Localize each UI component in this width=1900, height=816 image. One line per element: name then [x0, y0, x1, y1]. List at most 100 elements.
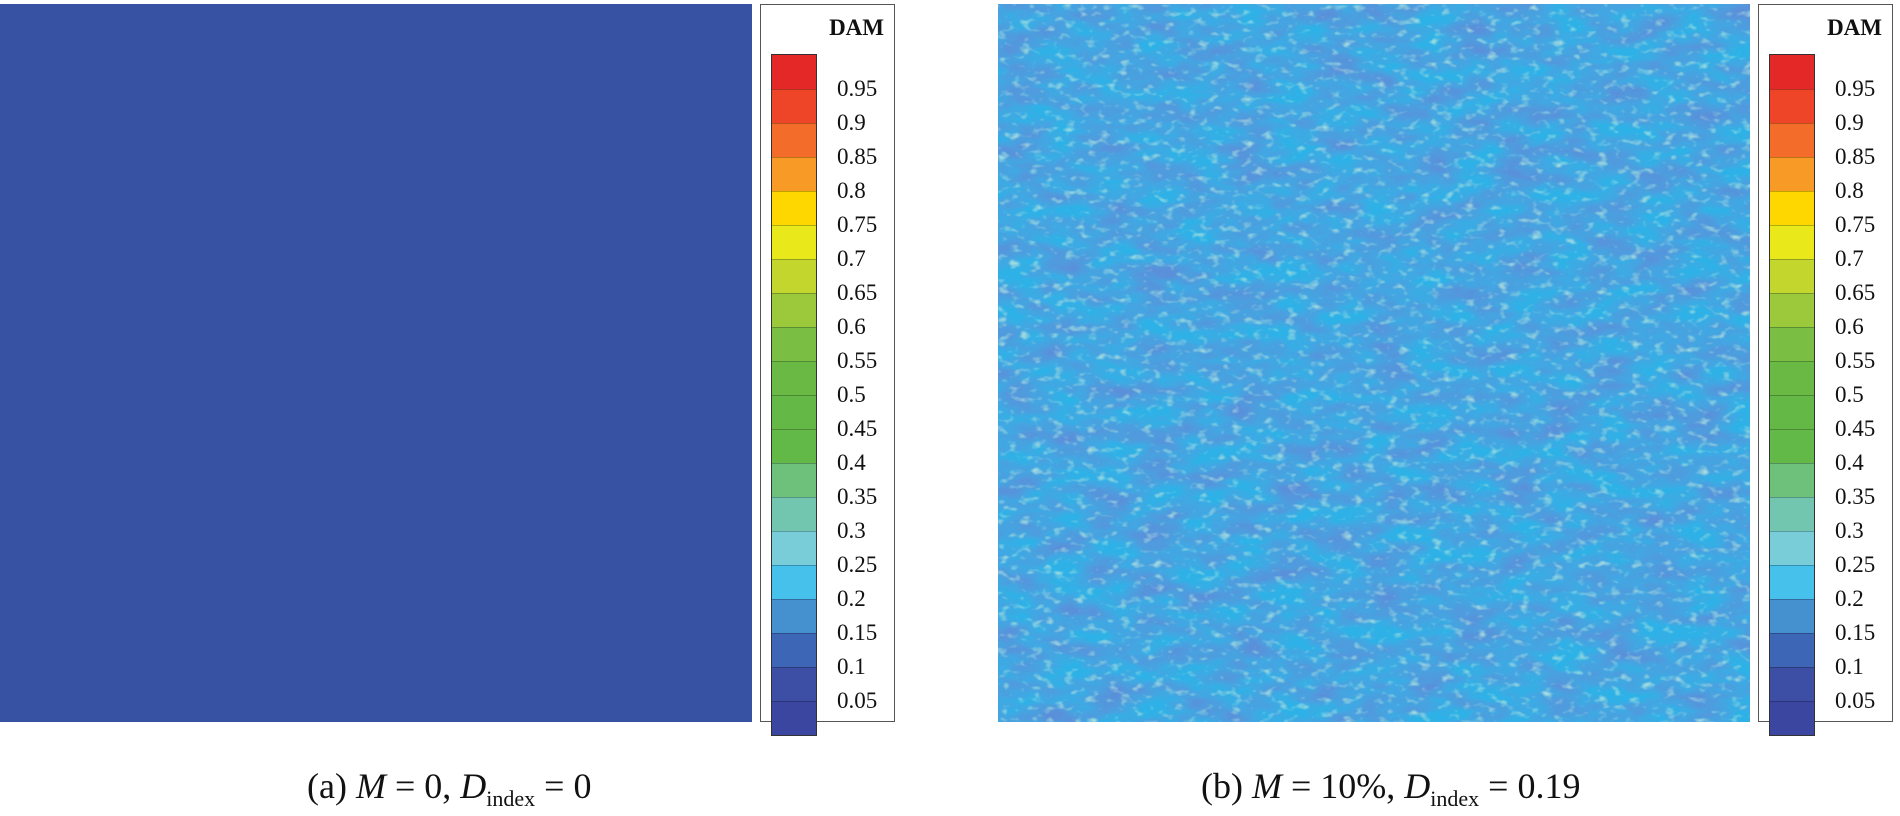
legend-color-band — [1770, 55, 1814, 89]
legend-color-band — [772, 327, 816, 361]
legend-title: DAM — [1827, 15, 1882, 40]
legend-color-band — [772, 157, 816, 191]
legend-color-band — [772, 361, 816, 395]
legend-color-band — [1770, 701, 1814, 735]
legend-color-band — [772, 123, 816, 157]
legend-tick-label: 0.95 — [1835, 76, 1876, 101]
legend-color-band — [1770, 89, 1814, 123]
legend-tick-label: 0.85 — [1835, 144, 1876, 169]
legend-tick-label: 0.4 — [837, 450, 866, 475]
legend-color-band — [1770, 395, 1814, 429]
legend-tick-label: 0.3 — [837, 518, 866, 543]
legend-tick-label: 0.6 — [837, 314, 866, 339]
legend-color-band — [1770, 463, 1814, 497]
legend-color-band — [772, 565, 816, 599]
legend-tick-label: 0.35 — [837, 484, 878, 509]
legend-color-band — [1770, 327, 1814, 361]
legend-color-bar — [771, 54, 817, 736]
legend-color-band — [772, 429, 816, 463]
legend-color-band — [772, 259, 816, 293]
legend-color-band — [1770, 633, 1814, 667]
legend-color-band — [772, 531, 816, 565]
legend-color-band — [1770, 123, 1814, 157]
legend-color-band — [1770, 157, 1814, 191]
legend-tick-label: 0.65 — [1835, 280, 1876, 305]
caption-eq-m: = 10%, — [1281, 766, 1405, 806]
legend-tick-label: 0.15 — [837, 620, 878, 645]
legend-tick-label: 0.45 — [837, 416, 878, 441]
caption-panel-a: (a) M = 0, Dindex = 0 — [307, 766, 592, 810]
legend-color-band — [772, 633, 816, 667]
legend-color-band — [1770, 293, 1814, 327]
legend-tick-label: 0.6 — [1835, 314, 1864, 339]
legend-tick-label: 0.25 — [837, 552, 878, 577]
legend-tick-label: 0.05 — [1835, 688, 1876, 713]
legend-color-band — [772, 599, 816, 633]
legend-color-band — [772, 225, 816, 259]
legend-color-band — [772, 55, 816, 89]
legend-color-band — [772, 191, 816, 225]
legend-tick-label: 0.8 — [837, 178, 866, 203]
damage-field-panel-a — [0, 4, 752, 722]
legend-color-band — [1770, 531, 1814, 565]
legend-tick-label: 0.5 — [837, 382, 866, 407]
caption-var-d: D — [460, 766, 487, 806]
damage-noise-texture — [998, 4, 1750, 722]
legend-color-band — [1770, 429, 1814, 463]
legend-tick-label: 0.45 — [1835, 416, 1876, 441]
legend-tick-label: 0.5 — [1835, 382, 1864, 407]
legend-panel-a: DAM 0.95 0.9 0.85 0.8 0.75 0.7 0.65 0.6 0.55 0.5 0… — [760, 4, 895, 736]
legend-color-band — [1770, 259, 1814, 293]
legend-tick-label: 0.85 — [837, 144, 878, 169]
legend-color-band — [772, 667, 816, 701]
legend-color-band — [1770, 497, 1814, 531]
legend-tick-label: 0.7 — [837, 246, 866, 271]
legend-title: DAM — [829, 15, 884, 40]
legend-tick-label: 0.25 — [1835, 552, 1876, 577]
legend-tick-label: 0.8 — [1835, 178, 1864, 203]
caption-label: (b) — [1201, 766, 1243, 806]
caption-label: (a) — [307, 766, 347, 806]
field-dark-patches — [998, 4, 1750, 722]
legend-color-band — [772, 395, 816, 429]
legend-tick-label: 0.95 — [837, 76, 878, 101]
legend-color-band — [1770, 191, 1814, 225]
legend-tick-label: 0.15 — [1835, 620, 1876, 645]
legend-tick-label: 0.9 — [837, 110, 866, 135]
caption-panel-b: (b) M = 10%, Dindex = 0.19 — [1201, 766, 1581, 810]
legend-tick-label: 0.55 — [837, 348, 878, 373]
legend-color-band — [772, 463, 816, 497]
legend-tick-label: 0.9 — [1835, 110, 1864, 135]
legend-tick-label: 0.4 — [1835, 450, 1864, 475]
legend-color-band — [772, 497, 816, 531]
legend-panel-b: DAM 0.95 0.9 0.85 0.8 0.75 0.7 0.65 0.6 0.55 0.5 0… — [1758, 4, 1893, 736]
caption-eq-m: = 0, — [385, 766, 461, 806]
legend-tick-label: 0.55 — [1835, 348, 1876, 373]
legend-color-band — [772, 293, 816, 327]
legend-color-band — [1770, 667, 1814, 701]
legend-tick-label: 0.35 — [1835, 484, 1876, 509]
legend-tick-label: 0.75 — [1835, 212, 1876, 237]
legend-color-band — [1770, 599, 1814, 633]
legend-tick-label: 0.2 — [837, 586, 866, 611]
legend-color-band — [772, 701, 816, 735]
legend-color-bar — [1769, 54, 1815, 736]
caption-var-d: D — [1404, 766, 1431, 806]
legend-tick-label: 0.1 — [1835, 654, 1864, 679]
caption-var-m: M — [355, 766, 386, 806]
legend-color-band — [772, 89, 816, 123]
caption-eq-d: = 0 — [535, 766, 592, 806]
legend-color-band — [1770, 361, 1814, 395]
legend-color-band — [1770, 225, 1814, 259]
legend-color-band — [1770, 565, 1814, 599]
caption-sub-index: index — [1430, 786, 1480, 811]
legend-tick-label: 0.2 — [1835, 586, 1864, 611]
legend-tick-label: 0.3 — [1835, 518, 1864, 543]
legend-tick-label: 0.05 — [837, 688, 878, 713]
legend-tick-label: 0.65 — [837, 280, 878, 305]
caption-sub-index: index — [486, 786, 536, 811]
caption-eq-d: = 0.19 — [1479, 766, 1581, 806]
legend-tick-label: 0.75 — [837, 212, 878, 237]
legend-tick-label: 0.7 — [1835, 246, 1864, 271]
legend-tick-label: 0.1 — [837, 654, 866, 679]
